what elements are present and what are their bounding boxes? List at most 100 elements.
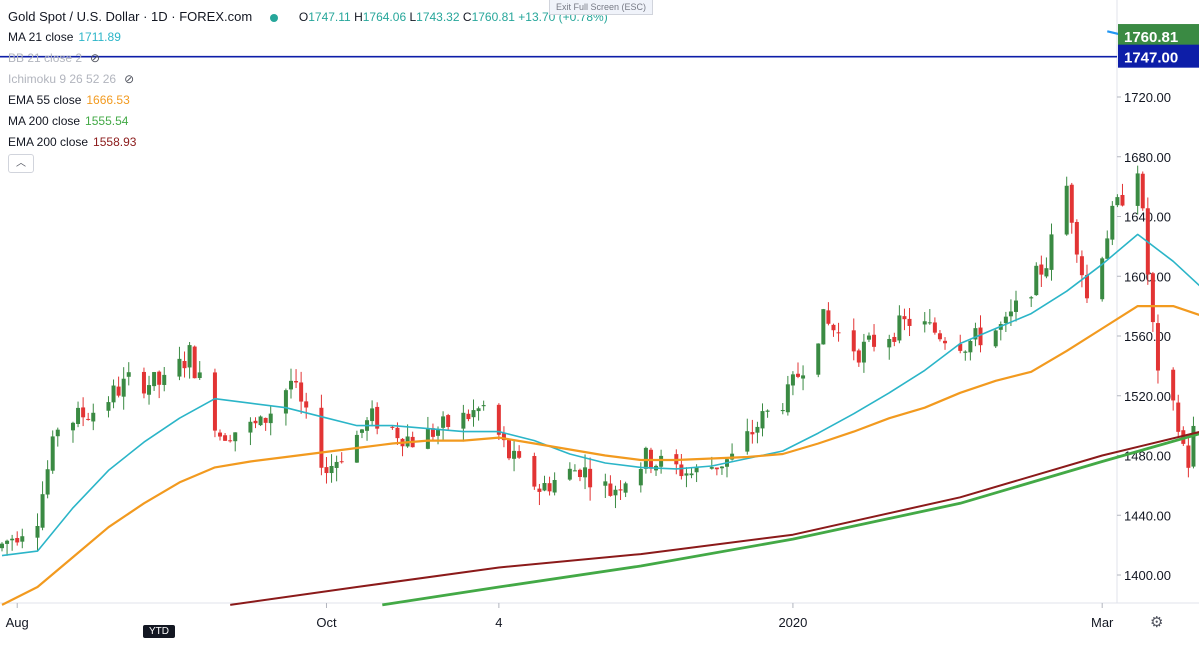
candle-body [40, 494, 45, 528]
eye-crossed-icon[interactable]: ⊘ [90, 51, 101, 65]
candle-body [319, 407, 324, 468]
candle-body [978, 327, 983, 346]
candle-body [937, 333, 942, 340]
candle-body [187, 345, 192, 368]
candle-body [897, 315, 902, 341]
candle-body [517, 451, 522, 458]
price-tick-label: 1440.00 [1124, 508, 1171, 523]
candle-body [481, 405, 486, 407]
candle-body [339, 461, 344, 463]
level-price-tag [1118, 44, 1199, 68]
candle-body [91, 412, 96, 422]
indicator-legend-row[interactable]: BB 21 close 2 ⊘ [8, 48, 608, 69]
candle-body [745, 431, 750, 452]
candle-body [613, 489, 618, 496]
indicator-legend-row[interactable]: EMA 55 close 1666.53 [8, 90, 608, 111]
indicator-legend-row[interactable]: EMA 200 close 1558.93 [8, 132, 608, 153]
candle-body [268, 413, 273, 424]
candle-body [283, 390, 288, 414]
candle-body [253, 420, 258, 424]
candle-body [471, 410, 476, 418]
candle-body [476, 408, 481, 412]
candle-body [359, 429, 364, 433]
indicator-name: EMA 55 close [8, 93, 82, 107]
candle-body [780, 410, 785, 412]
candle-body [395, 427, 400, 439]
candle-body [1105, 238, 1110, 259]
time-tick-label: 4 [495, 615, 502, 630]
current-price-label: 1760.81 [1124, 29, 1178, 46]
candle-body [801, 375, 806, 379]
eye-crossed-icon[interactable]: ⊘ [124, 72, 135, 86]
symbol-title[interactable]: Gold Spot / U.S. Dollar · 1D · FOREX.com [8, 9, 253, 24]
level-price-label: 1747.00 [1124, 50, 1178, 67]
indicator-name: BB 21 close 2 [8, 51, 83, 65]
candle-body [795, 373, 800, 377]
candle-body [608, 483, 613, 496]
candle-body [968, 340, 973, 353]
candle-body [922, 321, 927, 325]
candle-body [1155, 323, 1160, 371]
candle-body [943, 340, 948, 344]
candle-body [5, 540, 10, 544]
indicator-name: Ichimoku 9 26 52 26 [8, 72, 117, 86]
candle-body [719, 466, 724, 469]
candle-body [430, 428, 435, 437]
candle-body [1034, 265, 1039, 296]
ytd-button[interactable]: YTD [143, 625, 175, 638]
price-tick-label: 1480.00 [1124, 449, 1171, 464]
candle-body [263, 417, 268, 423]
indicator-value: 1555.54 [85, 114, 129, 128]
candle-body [507, 439, 511, 459]
indicator-value: 1711.89 [78, 30, 121, 44]
candle-body [294, 381, 299, 383]
indicator-legend-row[interactable]: MA 21 close 1711.89 [8, 27, 608, 48]
candle-body [1044, 268, 1049, 277]
price-tick-label: 1680.00 [1124, 150, 1171, 165]
exit-full-screen-button[interactable]: Exit Full Screen (ESC) [549, 0, 654, 15]
candle-body [446, 415, 451, 427]
candle-body [689, 473, 694, 476]
candle-body [10, 538, 15, 541]
collapse-legend-button[interactable]: ︿ [8, 154, 34, 173]
candle-body [907, 318, 912, 326]
candle-body [932, 322, 937, 333]
indicator-legend-row[interactable]: Ichimoku 9 26 52 26 ⊘ [8, 69, 608, 90]
candle-body [1074, 221, 1079, 255]
candle-body [532, 456, 537, 487]
candle-body [709, 467, 714, 469]
candle-body [902, 316, 907, 320]
indicator-name: MA 200 close [8, 114, 81, 128]
candle-body [197, 372, 202, 379]
candle-body [1140, 173, 1145, 209]
candle-body [324, 467, 329, 474]
candle-body [750, 432, 755, 435]
candle-body [679, 464, 684, 477]
candle-body [81, 407, 86, 418]
candle-body [375, 406, 380, 429]
candle-body [643, 447, 648, 469]
candle-body [623, 483, 628, 493]
candle-body [228, 440, 233, 442]
candle-body [1115, 197, 1120, 206]
candle-body [1003, 316, 1008, 324]
gear-icon[interactable]: ⚙ [1150, 614, 1164, 631]
candle-body [572, 470, 577, 472]
candle-body [288, 380, 293, 390]
candle-body [45, 469, 50, 495]
candle-body [501, 433, 506, 441]
candle-body [223, 435, 228, 441]
candle-body [927, 322, 932, 324]
indicator-legend-row[interactable]: MA 200 close 1555.54 [8, 111, 608, 132]
candle-body [659, 455, 664, 467]
candle-body [618, 489, 623, 491]
time-tick-label: Oct [316, 615, 337, 630]
candle-body [1084, 274, 1089, 299]
candle-body [1110, 205, 1115, 240]
candle-body [370, 408, 375, 422]
moving-average-line [1, 305, 1199, 606]
price-tick-label: 1520.00 [1124, 389, 1171, 404]
candle-body [1176, 402, 1181, 432]
